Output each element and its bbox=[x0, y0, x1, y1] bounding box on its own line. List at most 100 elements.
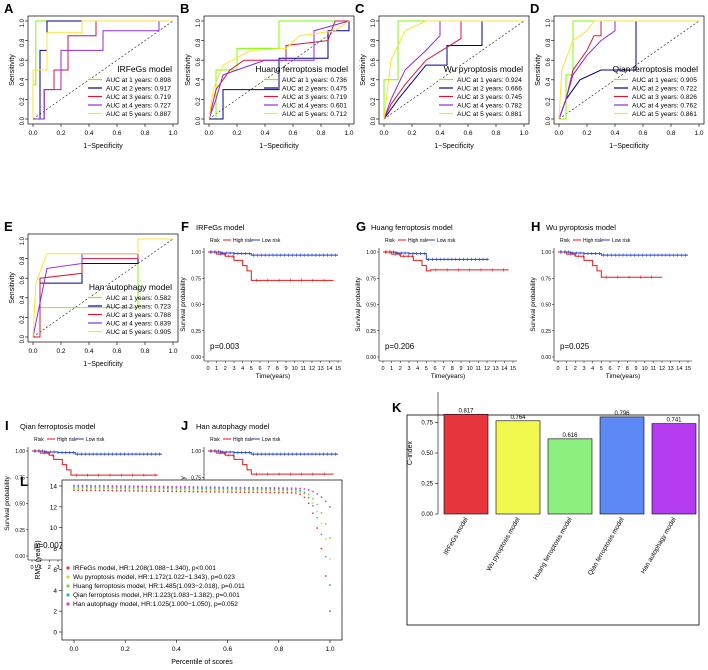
rms-point bbox=[175, 485, 178, 488]
rms-point bbox=[120, 489, 122, 492]
rms-point bbox=[166, 490, 169, 493]
roc-panel-d: D 0.00.0 0.2 0.2 0.4 0.4 0.6 0.6 0.8 0.8 1.0 1.0 1−S… bbox=[530, 1, 705, 150]
rms-point bbox=[307, 496, 310, 499]
rms-point bbox=[73, 489, 75, 492]
x-tick-label: 0 bbox=[30, 565, 33, 571]
x-tick-label: 3 bbox=[232, 366, 235, 372]
rms-point bbox=[299, 487, 302, 490]
x-tick-label: 0.8 bbox=[140, 130, 149, 137]
panel-letter: J bbox=[181, 418, 188, 433]
y-tick-label: 0.00 bbox=[191, 355, 201, 361]
roc-curve-year-2 bbox=[209, 21, 350, 120]
panel-letter: K bbox=[392, 400, 402, 415]
y-tick-label: 6 bbox=[53, 567, 57, 574]
x-tick-label: 8 bbox=[626, 366, 629, 372]
auc-label-year-1: AUC at 1 years: 0.582 bbox=[106, 295, 171, 302]
x-tick-label: 1.0 bbox=[344, 130, 353, 137]
legend-title: Risk bbox=[385, 238, 395, 244]
p-value: p=0.007 bbox=[34, 541, 64, 550]
x-tick-label: 0 bbox=[381, 366, 384, 372]
x-tick-label: 15 bbox=[335, 366, 341, 372]
rms-point bbox=[329, 558, 331, 560]
km-panel-g: G Huang ferroptosis model Risk High risk Low… bbox=[355, 219, 517, 380]
rms-point bbox=[273, 491, 276, 494]
legend-high: High risk bbox=[408, 238, 428, 244]
y-tick-label: 0.25 bbox=[541, 329, 551, 335]
rms-point bbox=[184, 485, 186, 488]
rms-point bbox=[128, 489, 131, 492]
panel-letter: F bbox=[181, 219, 189, 234]
x-tick-label: 0.2 bbox=[56, 348, 65, 355]
rms-point bbox=[158, 490, 161, 493]
model-title: Wu pyroptosis model bbox=[546, 223, 616, 232]
roc-curve-year-5 bbox=[208, 20, 350, 120]
y-tick-label: 0.6 bbox=[20, 58, 26, 67]
rms-point bbox=[320, 533, 323, 536]
roc-panel-e: E 0.00.0 0.2 0.2 0.4 0.4 0.6 0.6 0.8 0.8 1.0 1.0 1−S… bbox=[4, 219, 179, 368]
x-tick-label: 0.2 bbox=[121, 646, 130, 653]
y-tick-label: 14 bbox=[50, 484, 58, 491]
auc-label-year-3: AUC at 3 years: 0.719 bbox=[106, 94, 171, 101]
roc-panel-c: C 0.00.0 0.2 0.2 0.4 0.4 0.6 0.6 0.8 0.8 1.0 1.0 1−S… bbox=[355, 1, 530, 150]
legend-entry: Wu pyroptosis model, HR:1.172(1.022−1.34… bbox=[73, 574, 235, 581]
y-tick-label: 0.8 bbox=[20, 38, 26, 47]
y-tick-label: 0.75 bbox=[421, 421, 433, 427]
p-value: p=0.003 bbox=[210, 342, 240, 351]
x-tick-label: 1 bbox=[390, 366, 393, 372]
x-tick-label: 0.6 bbox=[112, 130, 121, 137]
model-title: Han autophagy model bbox=[196, 422, 270, 431]
rms-point bbox=[145, 485, 148, 488]
rms-point bbox=[107, 484, 110, 487]
y-axis-label: Survival probability bbox=[355, 276, 362, 331]
legend-high: High risk bbox=[233, 437, 253, 443]
rms-point bbox=[73, 484, 75, 487]
x-tick-label: 0.6 bbox=[223, 646, 232, 653]
rms-point bbox=[248, 486, 250, 489]
rms-point bbox=[252, 491, 255, 494]
x-tick-label: 0.4 bbox=[260, 130, 269, 137]
rms-point bbox=[243, 486, 246, 489]
rms-point bbox=[294, 487, 297, 490]
rms-point bbox=[188, 485, 191, 488]
x-tick-label: 13 bbox=[318, 366, 324, 372]
x-tick-label: 9 bbox=[459, 366, 462, 372]
km-panel-h: H Wu pyroptosis model Risk High risk Low ris… bbox=[530, 219, 692, 380]
x-axis-label: Time(years) bbox=[431, 373, 465, 380]
rms-point bbox=[260, 491, 263, 494]
rms-point bbox=[158, 485, 161, 488]
rms-point bbox=[290, 491, 293, 494]
y-axis-label: Survival probability bbox=[530, 276, 537, 331]
roc-curve-year-2 bbox=[383, 20, 524, 120]
high-risk-curve bbox=[383, 251, 509, 272]
model-title: Qian ferroptosis model bbox=[612, 64, 698, 74]
x-tick-label: 13 bbox=[668, 366, 674, 372]
legend-low: Low risk bbox=[612, 238, 631, 244]
diagonal-reference bbox=[383, 20, 525, 120]
x-tick-label: 6 bbox=[258, 366, 261, 372]
rms-point bbox=[175, 490, 178, 493]
rms-point bbox=[265, 486, 267, 489]
rms-point bbox=[252, 486, 255, 489]
y-tick-label: 1.0 bbox=[546, 18, 552, 27]
x-tick-label: 4 bbox=[416, 366, 419, 372]
auc-label-year-3: AUC at 3 years: 0.826 bbox=[632, 94, 697, 101]
x-tick-label: 8 bbox=[276, 366, 279, 372]
auc-label-year-5: AUC at 5 years: 0.905 bbox=[106, 329, 171, 336]
auc-label-year-2: AUC at 2 years: 0.723 bbox=[106, 304, 171, 311]
x-axis-label: 1−Specificity bbox=[83, 361, 123, 368]
rms-point bbox=[111, 485, 114, 487]
rms-point bbox=[171, 485, 174, 488]
y-tick-label: 0.25 bbox=[191, 329, 201, 335]
auc-label-year-2: AUC at 2 years: 0.666 bbox=[457, 86, 522, 93]
rms-point bbox=[320, 512, 323, 514]
x-tick-label: 0.0 bbox=[28, 348, 37, 355]
rms-point bbox=[316, 527, 319, 529]
rms-point bbox=[77, 484, 80, 487]
rms-point bbox=[132, 490, 135, 492]
x-axis-label: 1−Specificity bbox=[609, 143, 649, 150]
auc-label-year-1: AUC at 1 years: 0.898 bbox=[106, 77, 171, 84]
rms-point bbox=[124, 489, 127, 492]
x-tick-label: 0.0 bbox=[28, 130, 37, 137]
auc-label-year-4: AUC at 4 years: 0.782 bbox=[457, 103, 522, 110]
